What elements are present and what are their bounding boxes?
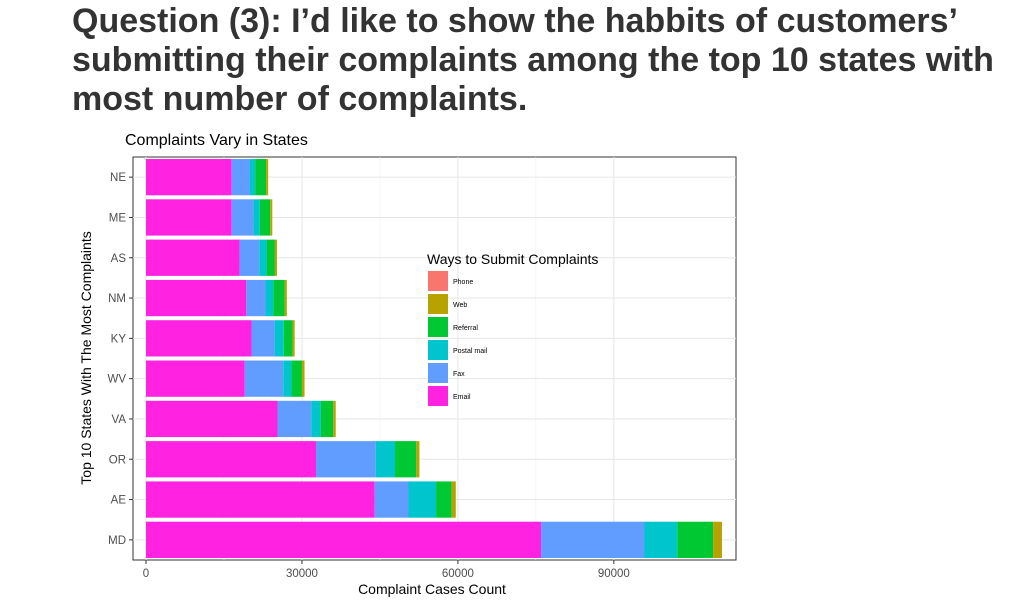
y-tick-label: MD xyxy=(108,535,126,547)
y-tick-label: AE xyxy=(111,495,127,507)
y-axis: NE ME AS NM KY WV VA OR AE MD xyxy=(107,172,133,547)
legend-label: Web xyxy=(453,302,467,309)
bar-segment-ky-fax xyxy=(251,320,275,357)
y-tick-label: WV xyxy=(107,374,126,386)
y-tick-label: OR xyxy=(109,454,126,466)
legend-label: Fax xyxy=(453,371,465,378)
bar-segment-ae-email xyxy=(145,481,375,518)
bar-segment-or-referral xyxy=(394,441,417,478)
bar-segment-as-web xyxy=(274,239,277,276)
legend-label: Phone xyxy=(453,279,473,286)
bar-segment-or-postal-mail xyxy=(375,441,395,478)
bar-segment-or-fax xyxy=(315,441,376,478)
bar-segment-wv-postal-mail xyxy=(283,360,292,397)
legend-key xyxy=(428,317,448,337)
bar-segment-wv-fax xyxy=(244,360,284,397)
bar-segment-ae-postal-mail xyxy=(408,481,437,518)
bar-segment-md-email xyxy=(145,521,542,558)
bar-segment-ne-email xyxy=(145,159,232,196)
slide-title: Question (3): I’d like to show the habbi… xyxy=(72,2,1002,119)
bar-segment-ky-web xyxy=(292,320,295,357)
bar-segment-ne-postal-mail xyxy=(249,159,256,196)
bar-segment-as-referral xyxy=(266,239,275,276)
bar-segment-or-web xyxy=(416,441,420,478)
x-axis: 0 30000 60000 90000 xyxy=(143,560,630,580)
bar-segment-me-postal-mail xyxy=(253,199,260,236)
bar-segment-ae-referral xyxy=(436,481,452,518)
x-tick-label: 0 xyxy=(143,568,149,580)
bar-segment-ae-web xyxy=(451,481,456,518)
bar-segment-md-web xyxy=(713,521,722,558)
bar-segment-va-postal-mail xyxy=(311,400,321,438)
x-tick-label: 30000 xyxy=(286,568,318,580)
bar-segment-va-web xyxy=(333,400,336,438)
legend-label: Email xyxy=(453,394,471,401)
legend-key xyxy=(428,340,448,360)
bar-segment-me-fax xyxy=(231,199,254,236)
bar-segment-as-fax xyxy=(239,239,260,276)
x-tick-label: 90000 xyxy=(598,568,630,580)
legend-title: Ways to Submit Complaints xyxy=(427,251,598,267)
legend: Ways to Submit Complaints Phone Web Referr… xyxy=(427,251,598,406)
y-tick-label: AS xyxy=(111,253,127,265)
bar-segment-va-fax xyxy=(277,400,312,438)
x-axis-label: Complaint Cases Count xyxy=(358,581,506,597)
slide-title-line: most number of complaints. xyxy=(72,80,528,118)
y-tick-label: NM xyxy=(108,293,126,305)
bar-segment-nm-email xyxy=(145,279,247,317)
bar-segment-me-email xyxy=(145,199,232,236)
bar-segment-ae-fax xyxy=(374,481,409,518)
y-tick-label: VA xyxy=(112,414,127,426)
bar-segment-wv-referral xyxy=(291,360,302,397)
bar-segment-as-postal-mail xyxy=(259,239,267,276)
bar-segment-nm-referral xyxy=(273,279,285,317)
bar-segment-me-web xyxy=(270,199,273,236)
legend-label: Referral xyxy=(453,325,478,332)
bar-segment-me-referral xyxy=(259,199,271,236)
bar-segment-va-referral xyxy=(320,400,334,438)
x-tick-label: 60000 xyxy=(442,568,474,580)
legend-key xyxy=(428,294,448,314)
bar-segment-nm-web xyxy=(284,279,287,317)
bar-segment-nm-fax xyxy=(246,279,266,317)
bar-segment-ky-postal-mail xyxy=(274,320,284,357)
bar-segment-md-fax xyxy=(541,521,645,558)
bar-segment-wv-web xyxy=(301,360,305,397)
y-tick-label: ME xyxy=(109,212,127,224)
bar-segment-va-email xyxy=(145,400,278,438)
slide-title-line: submitting their complaints among the to… xyxy=(72,41,994,79)
bars xyxy=(145,159,722,558)
bar-segment-nm-postal-mail xyxy=(265,279,274,317)
chart-title: Complaints Vary in States xyxy=(125,132,308,149)
bar-segment-ne-fax xyxy=(231,159,250,196)
legend-key xyxy=(428,363,448,383)
bar-segment-md-postal-mail xyxy=(644,521,678,558)
bar-segment-ky-email xyxy=(145,320,252,357)
bar-segment-wv-email xyxy=(145,360,245,397)
bar-segment-md-referral xyxy=(677,521,714,558)
y-axis-label: Top 10 States With The Most Complaints xyxy=(78,231,94,484)
bar-segment-ne-referral xyxy=(255,159,267,196)
bar-segment-as-email xyxy=(145,239,240,276)
y-tick-label: KY xyxy=(111,333,127,345)
legend-label: Postal mail xyxy=(453,348,488,355)
y-tick-label: NE xyxy=(110,172,126,184)
bar-segment-ky-referral xyxy=(283,320,293,357)
bar-segment-or-email xyxy=(145,441,316,478)
slide-title-line: Question (3): I’d like to show the habbi… xyxy=(72,2,958,40)
legend-key xyxy=(428,271,448,291)
legend-key xyxy=(428,386,448,406)
bar-segment-ne-web xyxy=(266,159,269,196)
